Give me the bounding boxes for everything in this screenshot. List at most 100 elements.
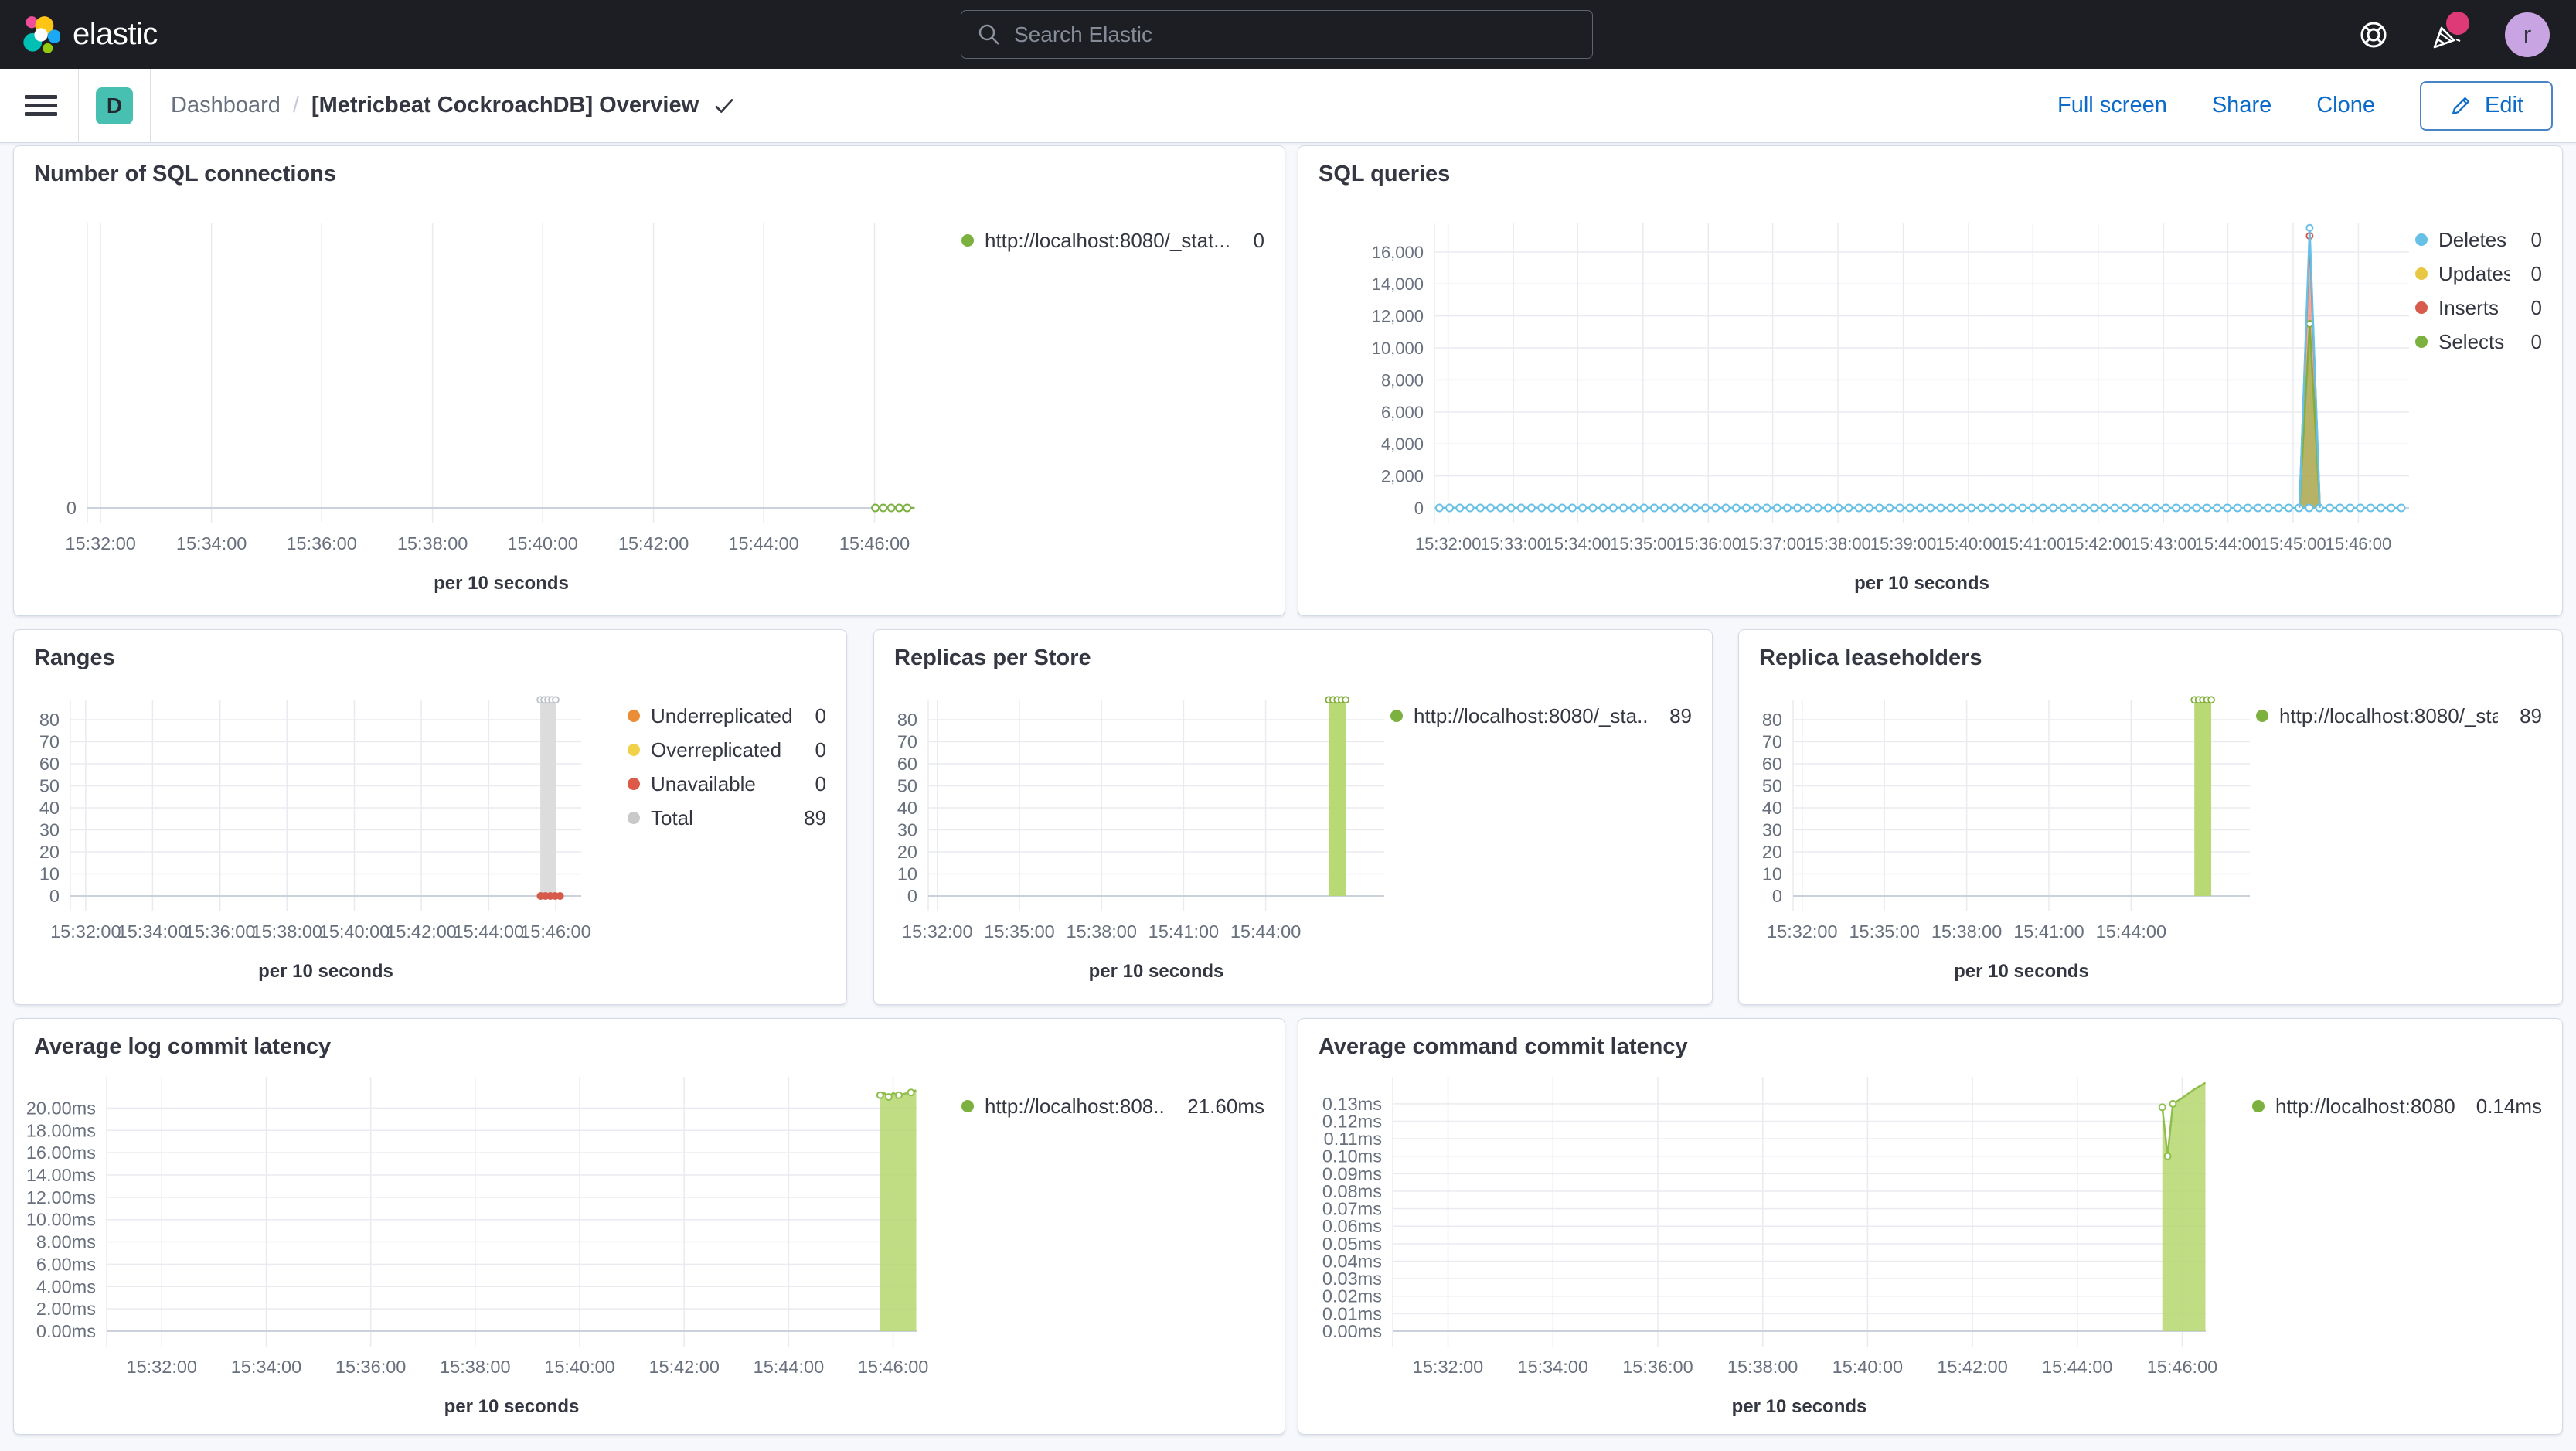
svg-text:15:38:00: 15:38:00 [252, 921, 322, 942]
svg-text:15:44:00: 15:44:00 [2096, 921, 2166, 942]
legend-label: http://localhost:808... [985, 1094, 1166, 1118]
legend-value: 0.14ms [2476, 1094, 2542, 1118]
svg-text:0.11ms: 0.11ms [1324, 1129, 1382, 1149]
elastic-logo-icon[interactable] [20, 15, 60, 55]
full-screen-button[interactable]: Full screen [2057, 93, 2167, 118]
avatar[interactable]: r [2505, 12, 2550, 57]
legend-value: 0 [2530, 261, 2542, 285]
legend-label: http://localhost:8080/_stat... [985, 228, 1230, 252]
legend-item[interactable]: http://localhost:8080... 0.14ms [2252, 1089, 2542, 1123]
svg-text:0.09ms: 0.09ms [1322, 1163, 1382, 1184]
legend-item[interactable]: Selects 0 [2415, 325, 2542, 359]
breadcrumb-dashboard[interactable]: Dashboard [171, 93, 281, 118]
legend-label: Selects [2438, 329, 2505, 353]
legend-value: 0 [815, 771, 826, 795]
svg-text:0: 0 [1414, 499, 1424, 518]
panel-title[interactable]: Number of SQL connections [34, 162, 337, 186]
share-button[interactable]: Share [2211, 93, 2272, 118]
search-icon [978, 24, 999, 45]
menu-icon[interactable] [25, 90, 57, 121]
chart-replicas-per-store[interactable]: 0 10 20 30 40 50 60 70 80 15:32:00 15:35:00 15:38:0… [874, 630, 1390, 1004]
legend-item[interactable]: Total 89 [628, 801, 826, 835]
chart-replica-leaseholders[interactable]: 0 10 20 30 40 50 60 70 80 15:32:00 15:35:00 15:38:0… [1739, 630, 2256, 1004]
svg-text:15:42:00: 15:42:00 [2065, 534, 2132, 553]
svg-text:15:42:00: 15:42:00 [618, 533, 689, 553]
legend-swatch [2252, 1100, 2265, 1112]
chart-sql-queries[interactable]: 0 2,000 4,000 6,000 8,000 10,000 12,000 14,000 1… [1298, 146, 2415, 615]
legend-label: Underreplicated [651, 703, 793, 727]
svg-text:15:39:00: 15:39:00 [1870, 534, 1937, 553]
legend-item[interactable]: http://localhost:808... 21.60ms [961, 1089, 1264, 1123]
chart-ranges[interactable]: 0 10 20 30 40 50 60 70 80 15:32:00 15:34:00 15:36:0… [14, 630, 628, 1004]
svg-text:15:46:00: 15:46:00 [858, 1357, 928, 1377]
svg-text:80: 80 [897, 710, 917, 730]
svg-text:60: 60 [1762, 754, 1782, 774]
svg-text:20.00ms: 20.00ms [26, 1098, 96, 1118]
newsfeed-icon[interactable] [2431, 11, 2469, 52]
page-title[interactable]: [Metricbeat CockroachDB] Overview [311, 93, 699, 118]
panel-title[interactable]: Average log commit latency [34, 1034, 332, 1059]
svg-text:10: 10 [1762, 863, 1782, 884]
pencil-icon [2452, 97, 2470, 114]
clone-button[interactable]: Clone [2316, 93, 2376, 118]
panel-title[interactable]: Replica leaseholders [1759, 645, 1982, 670]
legend-item[interactable]: Unavailable 0 [628, 767, 826, 801]
svg-text:15:40:00: 15:40:00 [507, 533, 577, 553]
svg-text:30: 30 [897, 819, 917, 840]
panel-title[interactable]: Average command commit latency [1319, 1034, 1688, 1059]
breadcrumb-separator: / [292, 93, 299, 118]
svg-text:0: 0 [1772, 886, 1782, 906]
help-icon[interactable] [2357, 18, 2391, 52]
legend-item[interactable]: Deletes 0 [2415, 223, 2542, 257]
space-badge[interactable]: D [96, 87, 133, 124]
svg-text:15:41:00: 15:41:00 [2013, 921, 2084, 942]
panel-title[interactable]: Replicas per Store [894, 645, 1091, 670]
svg-text:15:45:00: 15:45:00 [2260, 534, 2326, 553]
legend-value: 0 [815, 703, 826, 727]
legend-item[interactable]: http://localhost:8080/_sta... 89 [1390, 699, 1692, 733]
svg-text:0.06ms: 0.06ms [1322, 1216, 1382, 1236]
chart-legend: http://localhost:808... 21.60ms [961, 1019, 1285, 1434]
edit-button[interactable]: Edit [2420, 80, 2553, 131]
search-input[interactable] [1002, 11, 1592, 58]
chart-average-command-commit-latency[interactable]: 0.00ms 0.01ms 0.02ms 0.03ms 0.04ms 0.05ms 0.06… [1298, 1019, 2252, 1434]
panel-title[interactable]: Ranges [34, 645, 115, 670]
svg-text:15:36:00: 15:36:00 [335, 1357, 406, 1377]
svg-text:15:40:00: 15:40:00 [544, 1357, 614, 1377]
panel-title[interactable]: SQL queries [1319, 162, 1451, 186]
legend-item[interactable]: http://localhost:8080/_stat... 0 [961, 223, 1264, 257]
svg-text:6.00ms: 6.00ms [36, 1254, 96, 1274]
svg-text:per 10 seconds: per 10 seconds [444, 1396, 580, 1417]
svg-text:0.00ms: 0.00ms [36, 1321, 96, 1341]
svg-text:15:38:00: 15:38:00 [1931, 921, 2002, 942]
svg-text:0: 0 [66, 498, 77, 518]
svg-text:15:38:00: 15:38:00 [1066, 921, 1136, 942]
svg-text:0.05ms: 0.05ms [1322, 1234, 1382, 1254]
legend-label: Unavailable [651, 771, 756, 795]
svg-text:15:34:00: 15:34:00 [231, 1357, 301, 1377]
legend-item[interactable]: Inserts 0 [2415, 291, 2542, 325]
toolbar-divider [78, 68, 79, 143]
svg-text:10: 10 [39, 863, 60, 884]
svg-text:16,000: 16,000 [1372, 243, 1424, 262]
legend-item[interactable]: Overreplicated 0 [628, 733, 826, 767]
chart-average-log-commit-latency[interactable]: 0.00ms 2.00ms 4.00ms 6.00ms 8.00ms 10.00ms 12.… [14, 1019, 961, 1434]
legend-item[interactable]: http://localhost:8080/_sta... 89 [2256, 699, 2542, 733]
edit-button-label: Edit [2485, 93, 2523, 118]
panel-number-of-sql-connections: Number of SQL connections 0 15:32:00 15:34… [13, 145, 1285, 616]
chart-number-of-sql-connections[interactable]: 0 15:32:00 15:34:00 15:36:00 15:38:00 15:40:0… [14, 146, 961, 615]
svg-text:10.00ms: 10.00ms [26, 1210, 96, 1230]
svg-text:10: 10 [897, 863, 917, 884]
legend-value: 89 [2520, 703, 2542, 727]
svg-text:per 10 seconds: per 10 seconds [1854, 573, 1989, 594]
checkmark-icon[interactable] [713, 94, 736, 118]
legend-swatch [961, 234, 974, 247]
legend-item[interactable]: Updates 0 [2415, 257, 2542, 291]
svg-text:15:42:00: 15:42:00 [386, 921, 456, 942]
legend-item[interactable]: Underreplicated 0 [628, 699, 826, 733]
svg-text:15:36:00: 15:36:00 [1676, 534, 1742, 553]
legend-label: Total [651, 806, 693, 829]
svg-text:14.00ms: 14.00ms [26, 1165, 96, 1185]
legend-value: 0 [1253, 228, 1264, 252]
svg-text:15:44:00: 15:44:00 [1230, 921, 1301, 942]
